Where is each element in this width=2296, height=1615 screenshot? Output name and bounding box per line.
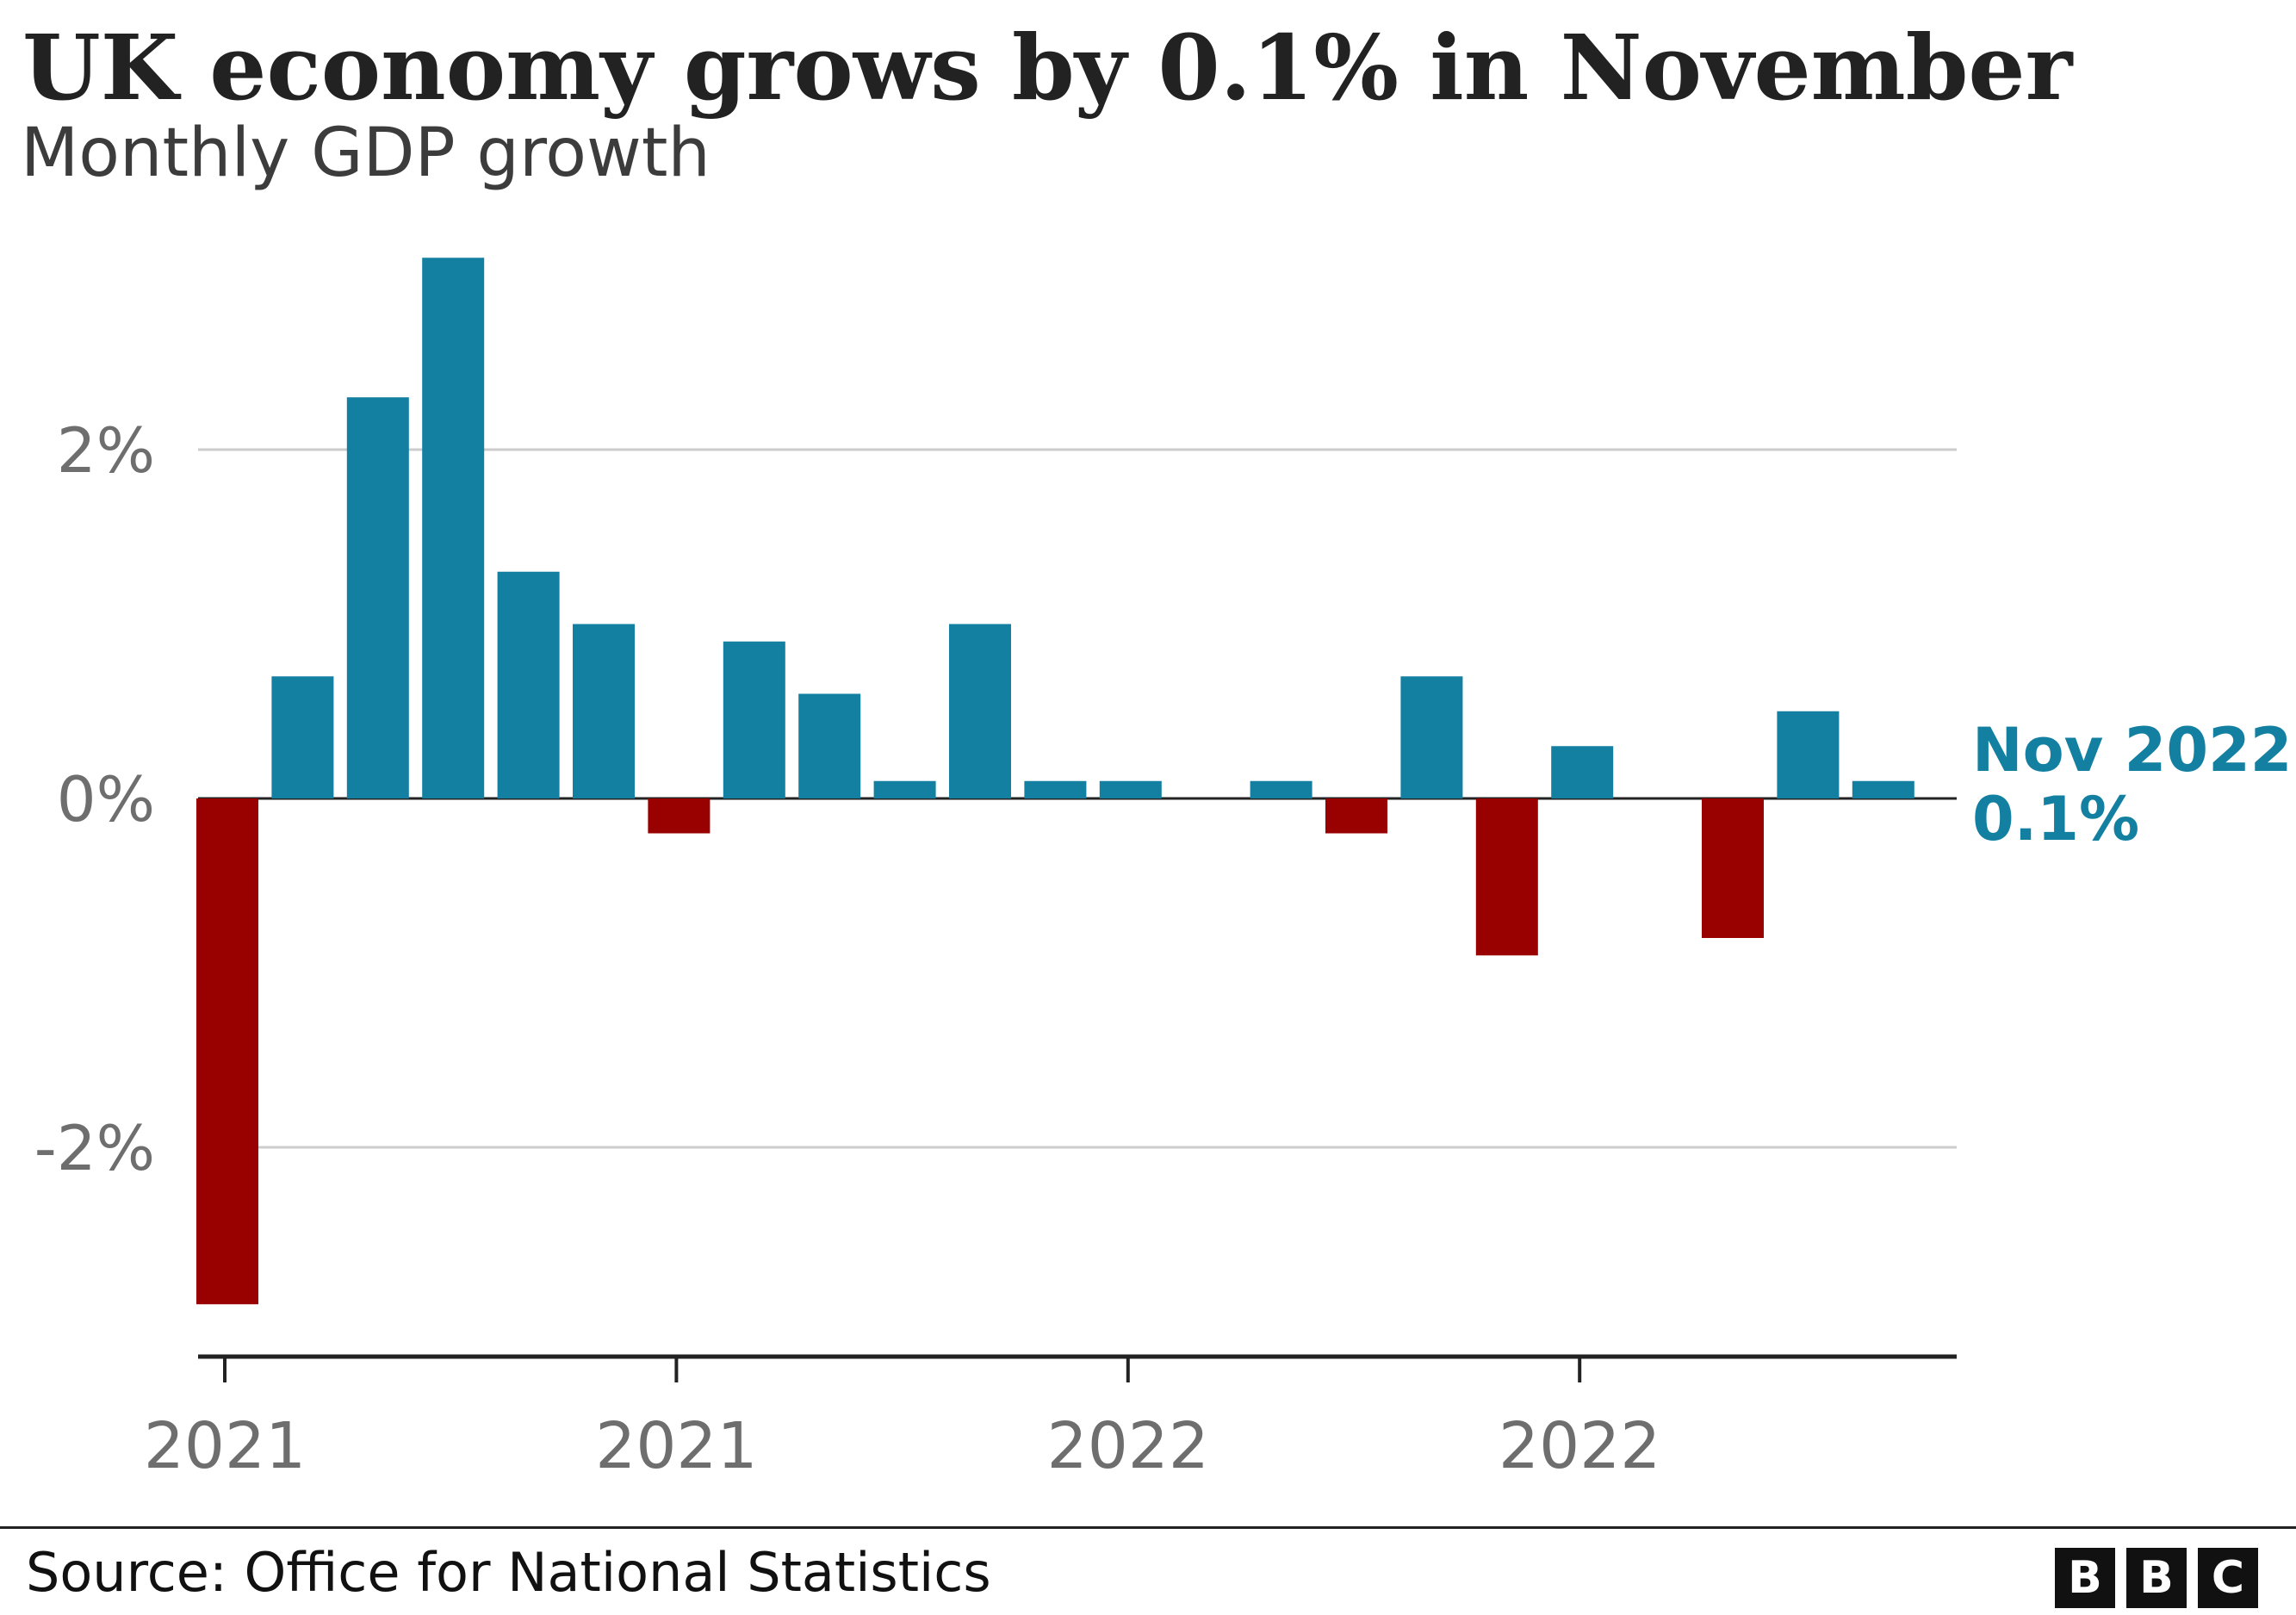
bar-nov-2022	[1852, 780, 1914, 798]
annotation-value: 0.1%	[1972, 784, 2139, 854]
bbc-logo: B B C	[2055, 1548, 2258, 1608]
bbc-logo-block: B	[2126, 1548, 2187, 1608]
bbc-logo-block: B	[2055, 1548, 2115, 1608]
bar-oct-2022	[1777, 711, 1840, 798]
bar-mar-2022	[1250, 780, 1312, 798]
bars	[196, 258, 1914, 1305]
x-axis: 2021 2021 2022 2022	[144, 1354, 1957, 1483]
bar-feb-2021	[271, 676, 334, 798]
y-tick-label: -2%	[34, 1112, 155, 1184]
chart-subtitle: Monthly GDP growth	[21, 115, 711, 192]
bar-apr-2021	[422, 258, 485, 798]
bar-mar-2021	[346, 397, 409, 798]
annotation-date: Nov 2022	[1972, 715, 2293, 786]
bar-may-2021	[497, 571, 560, 798]
bar-dec-2021	[1024, 780, 1087, 798]
y-tick-label: 2%	[57, 414, 155, 487]
bar-jan-2021	[196, 798, 258, 1305]
x-tick-label: 2022	[1499, 1409, 1660, 1483]
bar-sep-2021	[798, 693, 861, 798]
bar-jul-2021	[648, 798, 711, 834]
bar-nov-2021	[949, 624, 1011, 798]
bar-jan-2022	[1099, 780, 1162, 798]
bar-oct-2021	[873, 780, 936, 798]
source-note: Source: Office for National Statistics	[26, 1541, 991, 1604]
bbc-logo-block: C	[2198, 1548, 2258, 1608]
bar-jul-2022	[1551, 746, 1614, 798]
source-divider	[0, 1526, 2296, 1529]
bar-sep-2022	[1702, 798, 1764, 938]
x-tick-label: 2022	[1047, 1409, 1209, 1483]
y-tick-label: 0%	[57, 763, 155, 835]
chart-title: UK economy grows by 0.1% in November	[22, 15, 2073, 121]
bar-jun-2021	[573, 624, 635, 798]
bar-aug-2021	[723, 641, 785, 798]
bar-may-2022	[1400, 676, 1463, 798]
bar-apr-2022	[1325, 798, 1387, 834]
y-axis-labels: 2% 0% -2%	[34, 414, 155, 1184]
x-tick-label: 2021	[144, 1409, 306, 1483]
bar-jun-2022	[1475, 798, 1538, 956]
x-tick-label: 2021	[595, 1409, 757, 1483]
